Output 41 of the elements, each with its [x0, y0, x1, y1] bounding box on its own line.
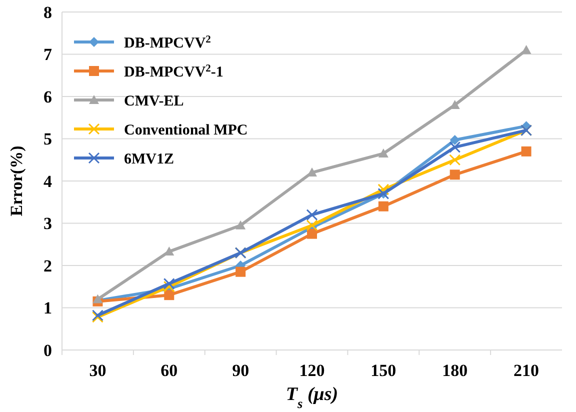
x-tick-label: 90 — [232, 361, 250, 380]
point — [378, 184, 390, 196]
y-tick-label: 1 — [44, 298, 52, 318]
x-tick-label: 30 — [89, 361, 106, 380]
point — [236, 220, 246, 230]
y-tick-label: 6 — [44, 87, 52, 106]
point — [236, 266, 246, 277]
y-tick-label: 3 — [44, 214, 52, 234]
x-tick-label: 210 — [514, 361, 540, 380]
x-tick-label: 120 — [299, 361, 325, 380]
x-axis-title: T$_{s}$ (μs) — [286, 384, 338, 410]
point — [449, 154, 461, 166]
point — [307, 168, 317, 177]
point — [306, 220, 318, 232]
x-tick-label: 60 — [160, 361, 178, 380]
point — [307, 228, 317, 239]
point — [378, 201, 388, 212]
x-tick-label: 180 — [442, 361, 468, 380]
point — [164, 290, 174, 300]
point — [521, 146, 532, 156]
point — [163, 280, 175, 292]
legend-label: 6MV1Z — [124, 151, 174, 168]
point — [378, 148, 388, 158]
y-tick-label: 8 — [44, 2, 52, 22]
legend-label: Conventional MPC — [124, 122, 248, 138]
y-tick-label: 2 — [44, 256, 52, 276]
point — [449, 141, 461, 153]
y-tick-label: 7 — [44, 45, 52, 64]
point — [306, 209, 318, 221]
legend-label: DB-MPCVV$^{2}$-1 — [124, 62, 224, 80]
point — [92, 294, 103, 304]
y-tick-label: 4 — [44, 172, 52, 191]
x-tick-label: 150 — [370, 361, 396, 380]
point — [163, 278, 175, 290]
point — [450, 135, 460, 146]
legend-label: DB-MPCVV$^{2}$ — [124, 34, 211, 52]
y-tick-label: 0 — [44, 340, 52, 360]
y-tick-label: 5 — [44, 130, 52, 149]
y-axis-title: Error(%) — [7, 146, 26, 216]
legend-label: CMV-EL — [124, 93, 184, 110]
point — [450, 170, 460, 180]
